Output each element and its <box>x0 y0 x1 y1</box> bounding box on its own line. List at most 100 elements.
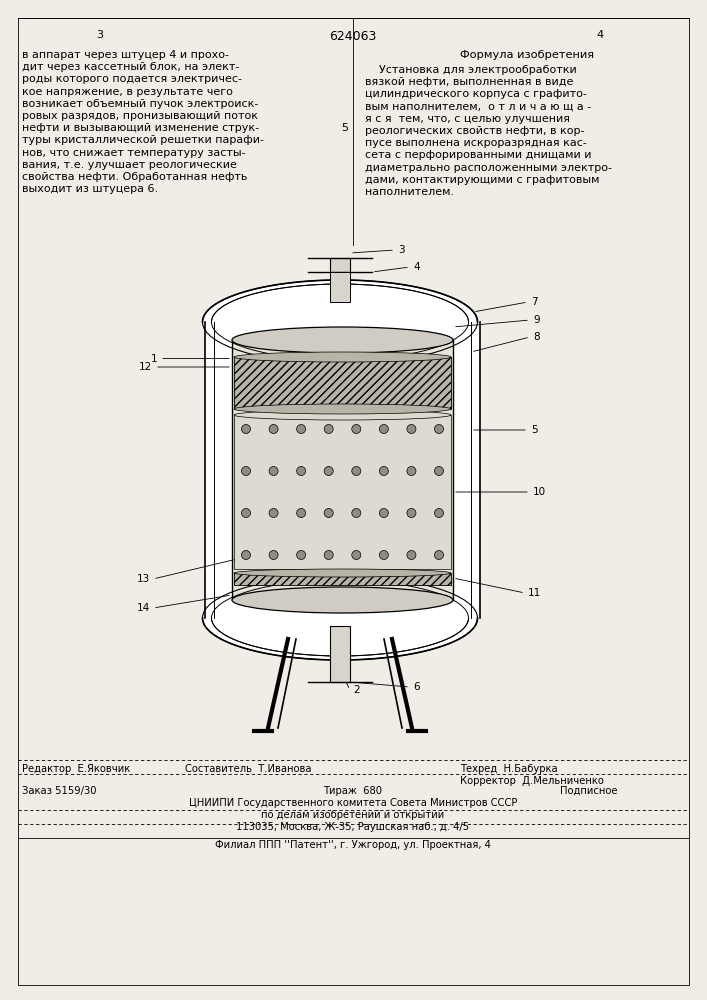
Text: наполнителем.: наполнителем. <box>365 187 454 197</box>
Circle shape <box>380 466 388 476</box>
Circle shape <box>407 424 416 434</box>
Text: 5: 5 <box>341 123 349 133</box>
Circle shape <box>380 508 388 518</box>
Polygon shape <box>234 415 451 569</box>
Circle shape <box>325 466 333 476</box>
Text: 11: 11 <box>528 588 542 598</box>
Text: 1: 1 <box>151 354 157 363</box>
Text: возникает объемный пучок электроиск-: возникает объемный пучок электроиск- <box>22 99 258 109</box>
Text: вязкой нефти, выполненная в виде: вязкой нефти, выполненная в виде <box>365 77 573 87</box>
Ellipse shape <box>232 327 453 353</box>
Polygon shape <box>205 322 480 618</box>
Circle shape <box>242 466 250 476</box>
Circle shape <box>269 466 278 476</box>
Text: 5: 5 <box>531 425 537 435</box>
Circle shape <box>352 424 361 434</box>
Circle shape <box>407 466 416 476</box>
Text: вания, т.е. улучшает реологические: вания, т.е. улучшает реологические <box>22 160 237 170</box>
Circle shape <box>242 508 250 518</box>
Circle shape <box>297 550 305 560</box>
Circle shape <box>407 508 416 518</box>
Text: вым наполнителем,  о т л и ч а ю щ а -: вым наполнителем, о т л и ч а ю щ а - <box>365 102 591 112</box>
Polygon shape <box>330 626 350 682</box>
Text: диаметрально расположенными электро-: диаметрально расположенными электро- <box>365 163 612 173</box>
Text: реологических свойств нефти, в кор-: реологических свойств нефти, в кор- <box>365 126 585 136</box>
Ellipse shape <box>234 410 451 420</box>
Text: ЦНИИПИ Государственного комитета Совета Министров СССР: ЦНИИПИ Государственного комитета Совета … <box>189 798 518 808</box>
Circle shape <box>297 424 305 434</box>
Circle shape <box>325 550 333 560</box>
Circle shape <box>269 508 278 518</box>
Text: нефти и вызывающий изменение струк-: нефти и вызывающий изменение струк- <box>22 123 259 133</box>
Text: по делам изобретений и открытий: по делам изобретений и открытий <box>262 810 445 820</box>
Text: Формула изобретения: Формула изобретения <box>460 50 594 60</box>
Circle shape <box>435 424 443 434</box>
Text: 14: 14 <box>136 603 150 613</box>
Circle shape <box>352 508 361 518</box>
Circle shape <box>269 424 278 434</box>
Circle shape <box>325 424 333 434</box>
Circle shape <box>380 424 388 434</box>
Text: ровых разрядов, пронизывающий поток: ровых разрядов, пронизывающий поток <box>22 111 258 121</box>
Text: 3: 3 <box>96 30 103 40</box>
Text: Тираж  680: Тираж 680 <box>324 786 382 796</box>
Text: 3: 3 <box>398 245 404 255</box>
Polygon shape <box>232 340 453 600</box>
Polygon shape <box>234 573 451 585</box>
Text: 6: 6 <box>413 682 420 692</box>
Text: Филиал ППП ''Патент'', г. Ужгород, ул. Проектная, 4: Филиал ППП ''Патент'', г. Ужгород, ул. П… <box>215 840 491 850</box>
Text: 8: 8 <box>533 332 539 342</box>
Polygon shape <box>330 272 350 302</box>
Circle shape <box>297 466 305 476</box>
Text: свойства нефти. Обработанная нефть: свойства нефти. Обработанная нефть <box>22 172 247 182</box>
Circle shape <box>407 550 416 560</box>
Text: туры кристаллической решетки парафи-: туры кристаллической решетки парафи- <box>22 135 264 145</box>
Text: в аппарат через штуцер 4 и прохо-: в аппарат через штуцер 4 и прохо- <box>22 50 229 60</box>
Circle shape <box>352 550 361 560</box>
Circle shape <box>352 466 361 476</box>
Text: Установка для электрообработки: Установка для электрообработки <box>365 65 577 75</box>
Circle shape <box>269 550 278 560</box>
Ellipse shape <box>234 404 451 414</box>
Text: 4: 4 <box>413 262 420 272</box>
Ellipse shape <box>232 587 453 613</box>
Text: дит через кассетный блок, на элект-: дит через кассетный блок, на элект- <box>22 62 240 72</box>
Circle shape <box>325 508 333 518</box>
Text: 12: 12 <box>139 362 152 372</box>
Polygon shape <box>330 258 350 272</box>
Text: цилиндрического корпуса с графито-: цилиндрического корпуса с графито- <box>365 89 587 99</box>
Text: Техред  Н.Бабурка: Техред Н.Бабурка <box>460 764 558 774</box>
Text: Корректор  Д.Мельниченко: Корректор Д.Мельниченко <box>460 776 604 786</box>
Text: Заказ 5159/30: Заказ 5159/30 <box>22 786 96 796</box>
Text: 624063: 624063 <box>329 30 377 43</box>
Text: Редактор  Е.Яковчик: Редактор Е.Яковчик <box>22 764 130 774</box>
Text: Подписное: Подписное <box>560 786 617 796</box>
Text: 9: 9 <box>533 315 539 325</box>
Text: дами, контактирующими с графитовым: дами, контактирующими с графитовым <box>365 175 600 185</box>
Text: 13: 13 <box>136 574 150 584</box>
Ellipse shape <box>234 352 451 362</box>
Text: пусе выполнена искроразрядная кас-: пусе выполнена искроразрядная кас- <box>365 138 587 148</box>
Text: Составитель  Т.Иванова: Составитель Т.Иванова <box>185 764 311 774</box>
Text: 10: 10 <box>533 487 546 497</box>
Circle shape <box>242 550 250 560</box>
Ellipse shape <box>234 569 451 577</box>
Text: 113035, Москва, Ж-35, Раушская наб., д. 4/5: 113035, Москва, Ж-35, Раушская наб., д. … <box>236 822 469 832</box>
Text: 7: 7 <box>531 297 537 307</box>
Text: кое напряжение, в результате чего: кое напряжение, в результате чего <box>22 87 233 97</box>
Circle shape <box>435 466 443 476</box>
Text: я с я  тем, что, с целью улучшения: я с я тем, что, с целью улучшения <box>365 114 570 124</box>
Polygon shape <box>202 280 480 322</box>
Text: роды которого подается электричес-: роды которого подается электричес- <box>22 74 242 84</box>
Circle shape <box>242 424 250 434</box>
Text: нов, что снижает температуру засты-: нов, что снижает температуру засты- <box>22 148 245 158</box>
Circle shape <box>297 508 305 518</box>
Text: 4: 4 <box>597 30 604 40</box>
Text: сета с перфорированными днищами и: сета с перфорированными днищами и <box>365 150 592 160</box>
Circle shape <box>380 550 388 560</box>
Polygon shape <box>202 618 480 660</box>
Text: выходит из штуцера 6.: выходит из штуцера 6. <box>22 184 158 194</box>
Circle shape <box>435 550 443 560</box>
Polygon shape <box>234 357 451 409</box>
Circle shape <box>435 508 443 518</box>
